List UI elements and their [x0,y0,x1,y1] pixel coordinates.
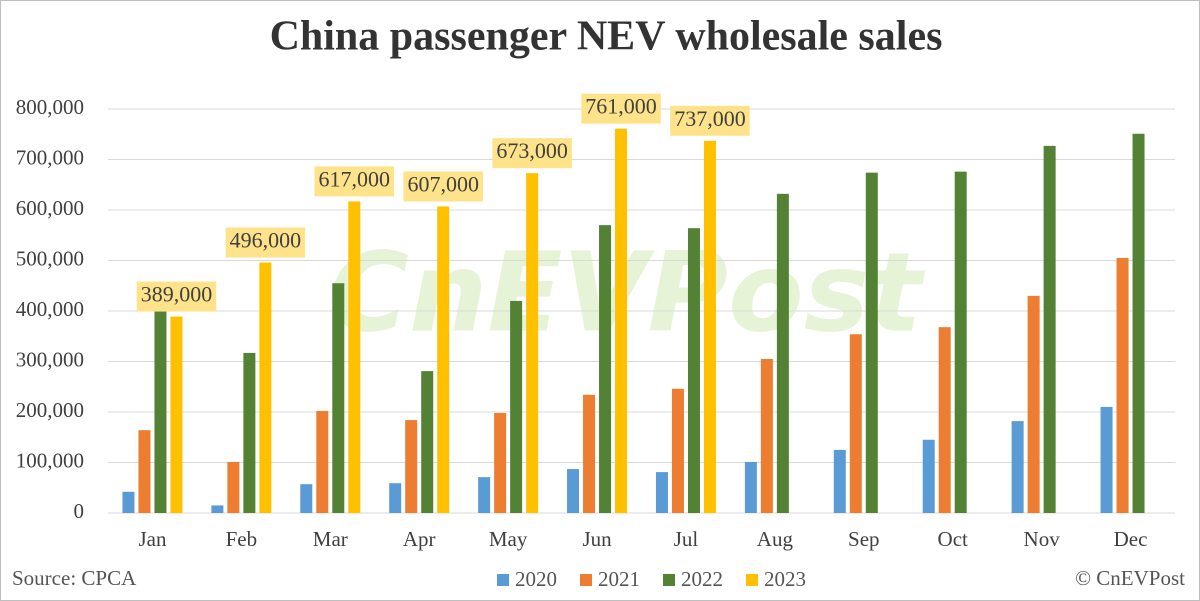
bar [615,128,628,513]
legend-label: 2020 [515,567,557,591]
bar [510,300,523,513]
value-label: 607,000 [407,172,479,197]
source: Source: CPCA [12,566,137,590]
bar [760,358,773,513]
value-label-group: 389,000 [136,281,217,312]
bar [122,491,135,513]
bar [1043,145,1056,514]
legend-label: 2023 [764,567,806,591]
bar [954,171,967,513]
y-tick-label: 500,000 [16,246,84,270]
value-label-box [314,166,395,197]
bar [211,505,224,513]
x-tick-label: Apr [403,527,436,551]
value-label-box [136,281,217,312]
y-tick-label: 800,000 [16,95,84,119]
value-label: 761,000 [585,94,657,119]
bar [1027,295,1040,513]
bar [526,173,539,513]
bar [849,334,862,513]
value-label-group: 607,000 [403,171,483,202]
legend-label: 2022 [681,567,723,591]
bar [744,461,757,513]
bar [687,228,700,513]
legend-label: 2021 [598,567,640,591]
value-label: 617,000 [319,166,391,191]
bar [170,316,183,513]
bar [865,172,878,513]
legend-swatch [663,574,675,586]
value-label-box [403,171,483,202]
y-tick-label: 600,000 [16,196,84,220]
bar [437,206,450,513]
bar [655,472,668,513]
bar [332,283,345,513]
y-tick-label: 100,000 [16,448,84,472]
x-tick-label: Jan [138,527,166,551]
value-label-group: 737,000 [670,105,750,136]
bar [1011,421,1024,513]
bar [567,469,580,513]
bar [776,193,789,513]
bar [833,449,846,513]
x-tick-label: Dec [1114,527,1148,551]
value-label-group: 617,000 [314,166,395,197]
bar [583,394,596,513]
x-tick-label: Aug [757,527,794,551]
x-tick-label: Jul [674,527,699,551]
y-tick-label: 0 [74,499,85,523]
legend-swatch [580,574,592,586]
bar [316,410,329,513]
value-label-group: 496,000 [225,227,306,258]
x-tick-label: Sep [848,527,880,551]
bar [1100,406,1113,513]
bar [922,439,935,513]
bar [703,140,716,513]
x-tick-label: Oct [938,527,968,551]
bar [405,420,418,513]
y-tick-label: 400,000 [16,297,84,321]
bar [599,225,612,513]
credit: © CnEVPost [1075,566,1185,590]
value-label-box [492,138,572,169]
bar [478,477,491,513]
value-label: 389,000 [141,282,213,307]
value-label-box [670,105,750,136]
x-tick-label: Mar [313,527,348,551]
bar [243,352,256,513]
bar [421,371,434,513]
bar [1132,133,1145,513]
value-label-group: 673,000 [492,138,572,169]
value-label: 496,000 [230,228,302,253]
bar [259,262,272,513]
bar [389,483,402,513]
value-label-group: 761,000 [581,93,661,124]
x-tick-label: May [489,527,528,551]
value-label-box [581,93,661,124]
bar [348,201,361,514]
bar [671,388,684,513]
x-tick-label: Feb [226,527,258,551]
y-tick-label: 300,000 [16,347,84,371]
value-label-box [225,227,306,258]
legend-swatch [497,574,509,586]
x-tick-label: Nov [1024,527,1061,551]
y-tick-label: 700,000 [16,145,84,169]
bar [1116,257,1129,513]
chart-title: China passenger NEV wholesale sales [270,14,943,60]
value-label: 737,000 [674,106,746,131]
bar [138,430,151,513]
bar [494,413,507,513]
bar [154,307,167,513]
bar [227,461,240,513]
bar [300,484,313,513]
legend-swatch [746,574,758,586]
value-label: 673,000 [496,138,568,163]
bar [938,327,951,513]
y-tick-label: 200,000 [16,398,84,422]
x-tick-label: Jun [582,527,612,551]
